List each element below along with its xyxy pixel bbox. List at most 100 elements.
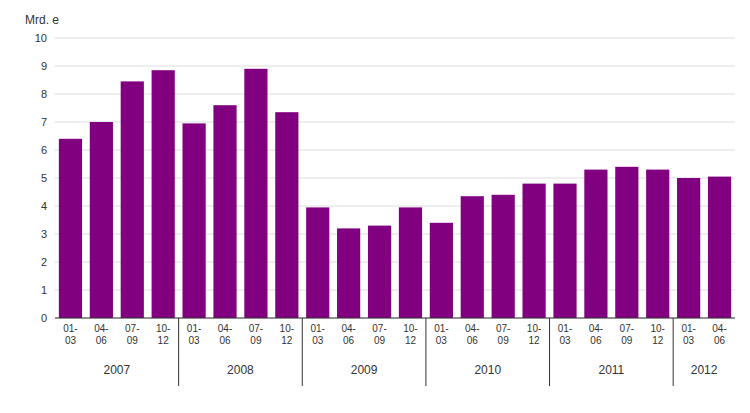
year-separator (302, 318, 303, 386)
x-tick-label-line: 03 (312, 335, 324, 346)
x-tick-label-line: 01- (434, 323, 448, 334)
bar (368, 226, 391, 318)
x-tick-label: 04-06 (465, 323, 479, 346)
x-tick-label-line: 01- (63, 323, 77, 334)
x-tick-label-line: 07- (496, 323, 510, 334)
bar (461, 196, 484, 318)
x-tick-label-line: 09 (498, 335, 510, 346)
x-tick-label: 10-12 (280, 323, 294, 346)
x-tick-label-line: 03 (189, 335, 201, 346)
x-tick-label: 07-09 (249, 323, 263, 346)
x-tick-label: 04-06 (218, 323, 232, 346)
year-label: 2008 (227, 363, 254, 377)
y-tick-label: 10 (35, 32, 47, 44)
y-tick-label: 4 (41, 200, 47, 212)
x-tick-label-line: 12 (529, 335, 541, 346)
x-tick-label-line: 07- (249, 323, 263, 334)
year-label: 2009 (351, 363, 378, 377)
x-tick-label-line: 09 (621, 335, 633, 346)
grid-line (55, 66, 735, 67)
x-tick-label-line: 04- (589, 323, 603, 334)
x-tick-label-line: 12 (281, 335, 293, 346)
y-tick-label: 3 (41, 228, 47, 240)
bar (646, 170, 669, 318)
x-tick-label: 07-09 (620, 323, 634, 346)
x-tick-label-line: 10- (403, 323, 417, 334)
bar (275, 112, 298, 318)
bar (430, 223, 453, 318)
y-tick-label: 5 (41, 172, 47, 184)
bar (152, 70, 175, 318)
x-tick-label-line: 06 (714, 335, 726, 346)
x-tick-label-line: 04- (218, 323, 232, 334)
x-tick-label-line: 06 (590, 335, 602, 346)
x-tick-label: 10-12 (527, 323, 541, 346)
x-tick-label: 01-03 (311, 323, 325, 346)
x-tick-label: 04-06 (712, 323, 726, 346)
year-label: 2010 (474, 363, 501, 377)
y-tick-label: 9 (41, 60, 47, 72)
x-tick-label: 01-03 (681, 323, 695, 346)
x-tick-label-line: 10- (527, 323, 541, 334)
x-tick-label-line: 04- (341, 323, 355, 334)
x-tick-label-line: 03 (65, 335, 77, 346)
x-tick-label-line: 06 (219, 335, 231, 346)
x-tick-label-line: 01- (311, 323, 325, 334)
bar (90, 122, 113, 318)
grid-line (55, 38, 735, 39)
y-tick-label: 8 (41, 88, 47, 100)
x-tick-label-line: 06 (467, 335, 479, 346)
bar (492, 195, 515, 318)
x-tick-label-line: 12 (405, 335, 417, 346)
grid (55, 38, 735, 318)
x-tick-label: 01-03 (434, 323, 448, 346)
x-tick-label: 07-09 (125, 323, 139, 346)
x-tick-label-line: 06 (96, 335, 108, 346)
x-tick-label-line: 12 (652, 335, 664, 346)
y-tick-label: 6 (41, 144, 47, 156)
x-tick-label-line: 01- (681, 323, 695, 334)
x-tick-label-line: 07- (372, 323, 386, 334)
bar (183, 123, 206, 318)
x-tick-label-line: 03 (559, 335, 571, 346)
x-tick-label-line: 04- (465, 323, 479, 334)
chart-container: 012345678910Mrd. e01-0304-0607-0910-1201… (0, 0, 750, 413)
x-tick-label-line: 09 (374, 335, 386, 346)
bar (523, 184, 546, 318)
year-separator (425, 318, 426, 386)
y-tick-label: 2 (41, 256, 47, 268)
x-tick-label-line: 10- (280, 323, 294, 334)
bars (59, 69, 731, 318)
x-tick-label: 01-03 (63, 323, 77, 346)
x-tick-label-line: 04- (712, 323, 726, 334)
x-tick-label-line: 03 (436, 335, 448, 346)
x-tick-label: 04-06 (589, 323, 603, 346)
x-tick-label-line: 01- (558, 323, 572, 334)
year-label: 2011 (598, 363, 624, 377)
x-tick-label-line: 10- (156, 323, 170, 334)
y-axis-label: Mrd. e (25, 13, 59, 27)
bar (677, 178, 700, 318)
bar (615, 167, 638, 318)
bar (708, 177, 731, 318)
bar (306, 207, 329, 318)
year-label: 2012 (691, 363, 718, 377)
y-tick-label: 7 (41, 116, 47, 128)
bar (213, 105, 236, 318)
x-tick-label-line: 09 (127, 335, 139, 346)
year-label: 2007 (103, 363, 130, 377)
chart-svg: 012345678910Mrd. e01-0304-0607-0910-1201… (0, 0, 750, 413)
x-tick-label: 04-06 (341, 323, 355, 346)
x-tick-label: 01-03 (558, 323, 572, 346)
year-separator (549, 318, 550, 386)
year-separator (178, 318, 179, 386)
x-tick-label: 07-09 (496, 323, 510, 346)
x-tick-label: 07-09 (372, 323, 386, 346)
bar (584, 170, 607, 318)
x-tick-label-line: 06 (343, 335, 355, 346)
x-tick-label-line: 01- (187, 323, 201, 334)
bar (121, 81, 144, 318)
x-tick-label: 01-03 (187, 323, 201, 346)
x-tick-label-line: 03 (683, 335, 695, 346)
x-axis-line (55, 318, 735, 319)
